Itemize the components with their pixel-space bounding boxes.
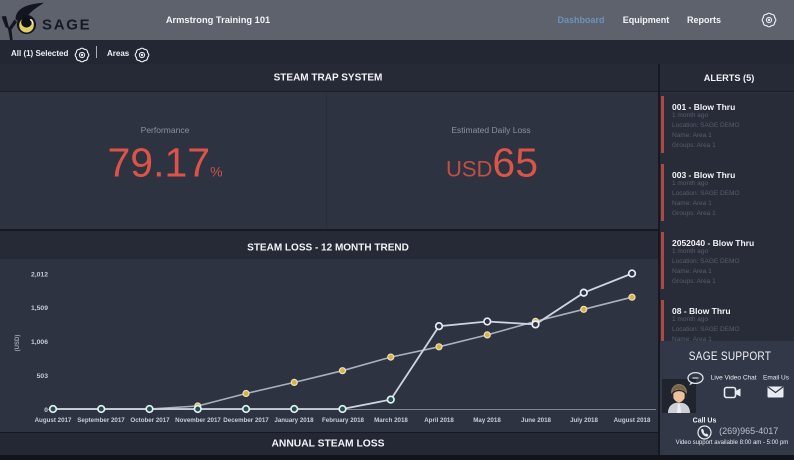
svg-text:SAGE: SAGE [42, 17, 91, 34]
svg-text:December 2017: December 2017 [223, 417, 269, 424]
svg-text:February 2018: February 2018 [322, 417, 365, 424]
svg-text:November 2017: November 2017 [175, 417, 221, 424]
svg-text:(USD): (USD) [15, 335, 21, 352]
svg-text:2,012: 2,012 [31, 271, 48, 278]
svg-text:August 2018: August 2018 [614, 417, 651, 424]
svg-text:May 2018: May 2018 [473, 417, 501, 424]
svg-text:0: 0 [44, 407, 48, 414]
svg-text:July 2018: July 2018 [570, 417, 598, 424]
svg-text:April 2018: April 2018 [424, 417, 454, 424]
svg-text:October 2017: October 2017 [130, 417, 170, 424]
svg-text:March 2018: March 2018 [374, 417, 408, 424]
svg-text:January 2018: January 2018 [274, 417, 314, 424]
svg-text:September 2017: September 2017 [77, 417, 125, 424]
svg-text:503: 503 [37, 373, 49, 380]
svg-text:August 2017: August 2017 [35, 417, 72, 424]
svg-text:1,509: 1,509 [31, 305, 48, 312]
svg-text:1,006: 1,006 [31, 339, 48, 346]
svg-text:June 2018: June 2018 [521, 417, 551, 424]
